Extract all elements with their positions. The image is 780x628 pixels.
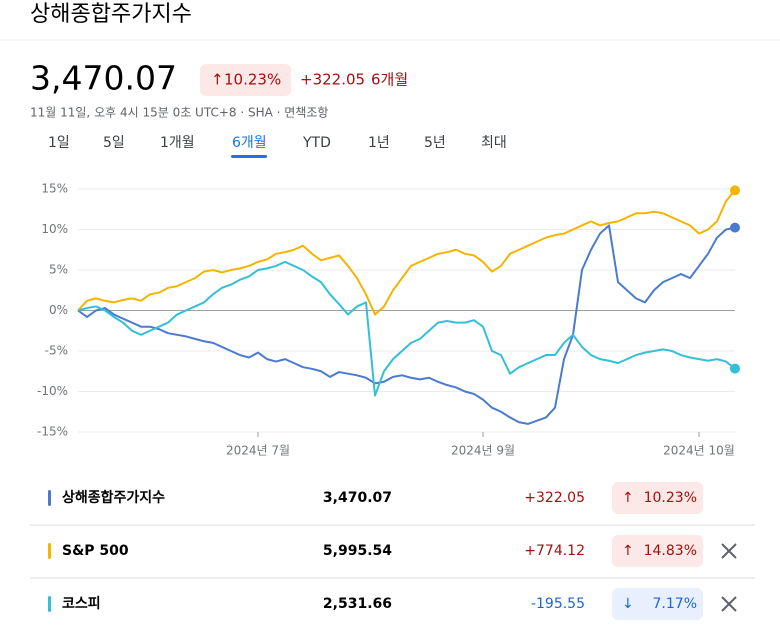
series-line: [77, 189, 736, 316]
x-tick-label: 2024년 10월: [663, 444, 735, 458]
remove-button[interactable]: [721, 596, 737, 612]
change-percent: 10.23%: [224, 71, 281, 89]
arrow-up: ↑: [622, 543, 634, 559]
tab[interactable]: 1일: [48, 135, 70, 151]
row-price: 5,995.54: [323, 543, 392, 559]
tab[interactable]: 최대: [481, 135, 507, 151]
period: 6개월: [371, 71, 408, 89]
row-percent: 10.23%: [644, 490, 697, 506]
change: +322.05: [300, 71, 365, 89]
y-tick-label: 15%: [41, 182, 68, 196]
price: 3,470.07: [30, 59, 177, 98]
y-tick-label: -15%: [37, 425, 68, 439]
series-line: [77, 260, 736, 397]
y-tick-label: 5%: [49, 263, 68, 277]
percent-chip: [612, 482, 703, 514]
arrow-up: ↑: [211, 71, 224, 89]
tab-underline: [231, 155, 267, 158]
row-price: 3,470.07: [323, 490, 392, 506]
series-color: [48, 543, 51, 559]
title: 상해종합주가지수: [30, 2, 192, 27]
tab[interactable]: 5일: [103, 135, 125, 151]
percent-chip: [612, 588, 703, 620]
tab[interactable]: 5년: [424, 135, 446, 151]
series-line: [77, 224, 736, 425]
row-change: +774.12: [524, 543, 585, 559]
arrow-up: ↑: [622, 490, 634, 506]
y-tick-label: 10%: [41, 222, 68, 236]
row-price: 2,531.66: [323, 596, 392, 612]
y-tick-label: -5%: [45, 344, 68, 358]
series-color: [48, 490, 51, 506]
row-name: 코스피: [62, 596, 101, 612]
row-name: S&P 500: [62, 543, 129, 559]
tab[interactable]: 1년: [368, 135, 390, 151]
percent-chip: [612, 535, 703, 567]
x-tick-label: 2024년 9월: [451, 444, 515, 458]
arrow-down: ↓: [622, 596, 634, 612]
tab[interactable]: YTD: [302, 135, 331, 151]
x-tick-label: 2024년 7월: [226, 444, 290, 458]
tab[interactable]: 6개월: [232, 135, 267, 151]
row-change: -195.55: [531, 596, 585, 612]
end-dot: [730, 222, 740, 233]
y-tick-label: -10%: [37, 384, 68, 398]
row-change: +322.05: [524, 490, 585, 506]
row-percent: 14.83%: [644, 543, 697, 559]
change-chip: [200, 64, 291, 96]
row-name: 상해종합주가지수: [62, 489, 165, 506]
end-dot: [730, 363, 740, 374]
remove-button[interactable]: [721, 543, 737, 559]
series-color: [48, 596, 51, 612]
subtitle: 11월 11일, 오후 4시 15분 0초 UTC+8 · SHA · 면책조항: [30, 105, 328, 120]
tab[interactable]: 1개월: [160, 135, 195, 151]
y-tick-label: 0%: [49, 303, 68, 317]
end-dot: [730, 185, 740, 196]
row-percent: 7.17%: [653, 596, 697, 612]
